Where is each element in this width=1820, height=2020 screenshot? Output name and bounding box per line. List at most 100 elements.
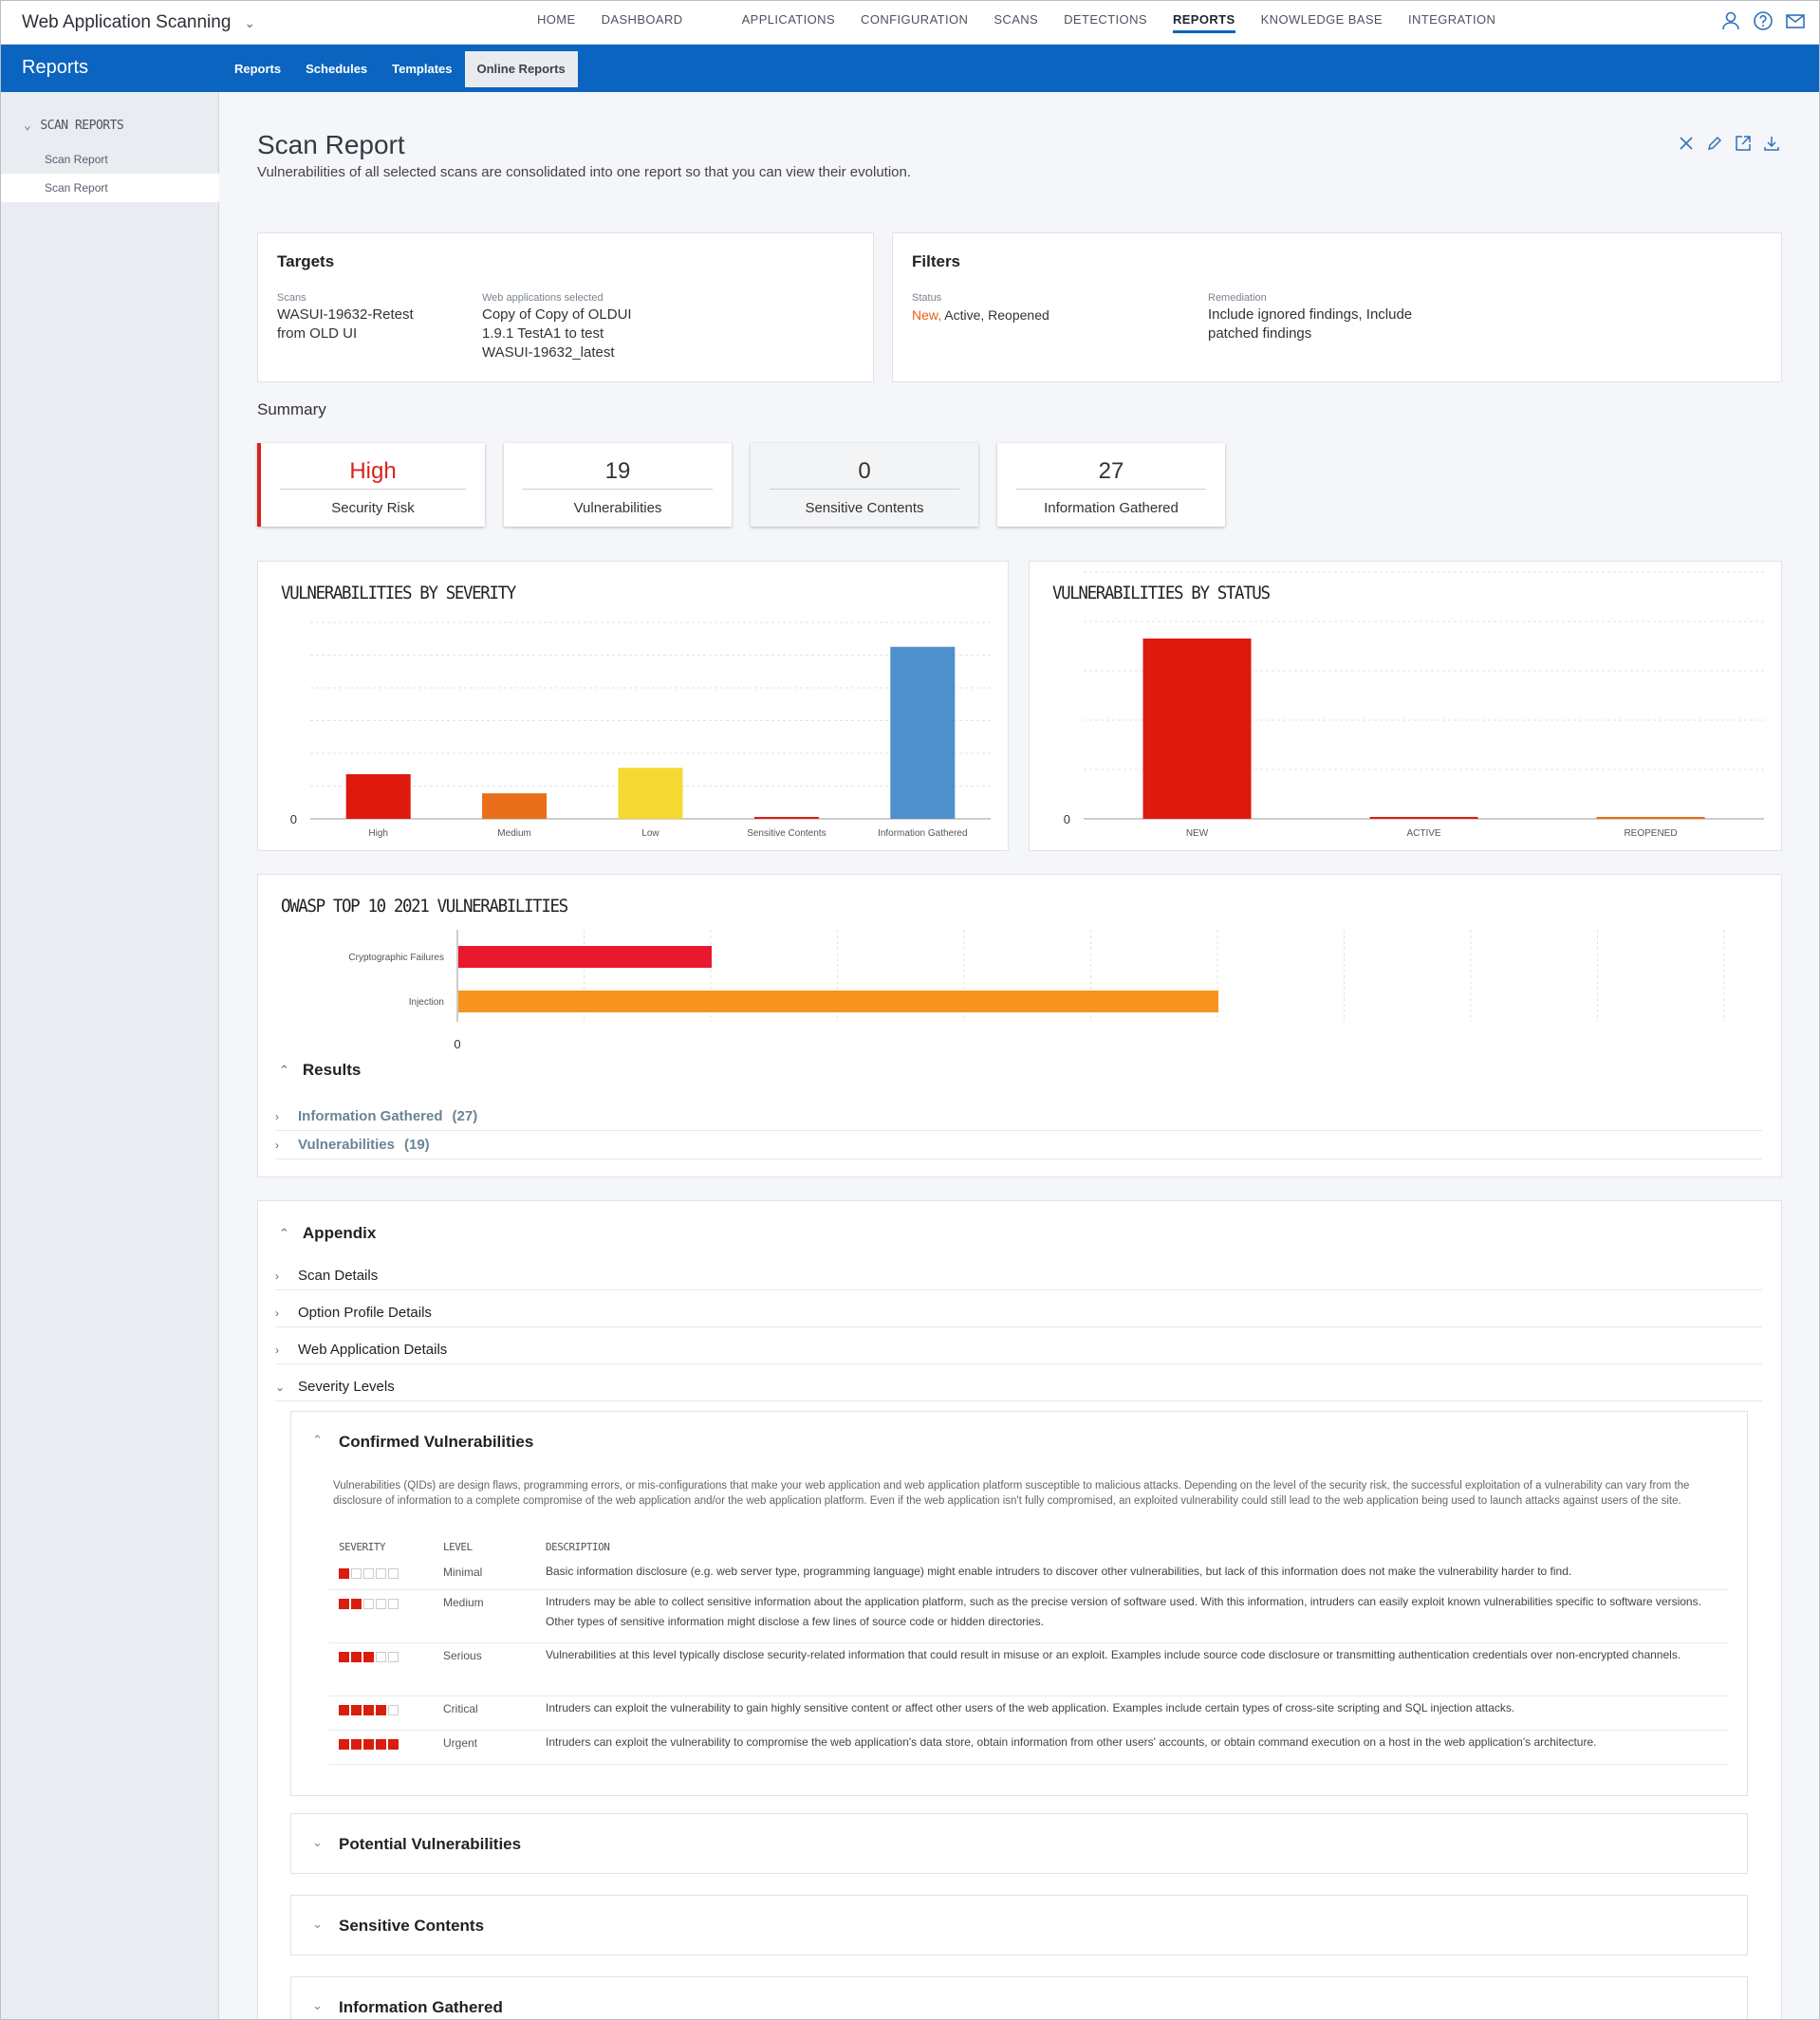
sensitive-title: Sensitive Contents xyxy=(339,1917,485,1935)
severity-row: Serious Vulnerabilities at this level typ… xyxy=(329,1643,1728,1696)
x-tick-label: High xyxy=(368,828,388,839)
confirmed-title[interactable]: Confirmed Vulnerabilities xyxy=(339,1433,534,1451)
chevron-down-double-icon: ⌄ xyxy=(312,1917,323,1931)
severity-square xyxy=(376,1705,386,1716)
summary-security-risk: High Security Risk xyxy=(257,443,485,527)
chevron-down-icon: ⌄ xyxy=(275,1380,286,1394)
user-icon[interactable] xyxy=(1720,10,1741,31)
nav-reports[interactable]: REPORTS xyxy=(1172,1,1235,45)
nav-scans[interactable]: SCANS xyxy=(994,12,1039,27)
results-item-count: (19) xyxy=(403,1137,430,1153)
x-tick-label: ACTIVE xyxy=(1406,828,1440,839)
targets-title: Targets xyxy=(277,252,335,270)
app-title: Web Application Scanning xyxy=(22,12,232,32)
results-header[interactable]: ⌃ Results xyxy=(279,1061,361,1080)
page-title: Scan Report xyxy=(257,130,405,159)
severity-square xyxy=(339,1568,349,1580)
summary-label: Summary xyxy=(257,400,326,418)
severity-chart-card: VULNERABILITIES BY SEVERITY 0 High Medium L… xyxy=(257,561,1009,851)
severity-square xyxy=(376,1739,386,1751)
nav-knowledge-base[interactable]: KNOWLEDGE BASE xyxy=(1260,12,1384,27)
potential-vulnerabilities-card[interactable]: ⌄ Potential Vulnerabilities xyxy=(290,1813,1748,1874)
appendix-header[interactable]: ⌃ Appendix xyxy=(279,1224,376,1243)
close-icon[interactable] xyxy=(1677,134,1696,153)
tab-reports[interactable]: Reports xyxy=(234,62,282,76)
download-icon[interactable] xyxy=(1762,134,1781,153)
results-item-information-gathered[interactable]: › Information Gathered (27) xyxy=(275,1103,1762,1131)
severity-description: Intruders can exploit the vulnerability … xyxy=(546,1701,1515,1714)
owasp-chart: 0 Cryptographic Failures Injection xyxy=(348,930,1725,1051)
severity-level-indicator xyxy=(339,1596,400,1613)
scans-value: WASUI-19632-Retest from OLD UI xyxy=(277,306,414,342)
severity-level: Urgent xyxy=(443,1736,478,1750)
nav-detections[interactable]: DETECTIONS xyxy=(1064,12,1147,27)
vulnerabilities-label: Vulnerabilities xyxy=(573,500,662,516)
sidebar-item-scan-report[interactable]: Scan Report xyxy=(45,153,108,166)
appendix-option-profile-details[interactable]: › Option Profile Details xyxy=(275,1299,1762,1327)
x-tick-label: Sensitive Contents xyxy=(747,828,826,839)
appendix-item-label: Web Application Details xyxy=(298,1342,448,1358)
nav-configuration[interactable]: CONFIGURATION xyxy=(861,12,969,27)
sidebar-item-scan-report-selected[interactable]: Scan Report xyxy=(1,174,219,202)
tab-templates[interactable]: Templates xyxy=(392,62,453,76)
app-switcher[interactable]: Web Application Scanning ⌄ xyxy=(22,12,255,33)
report-content: Scan Report Vulnerabilities of all selec… xyxy=(219,92,1819,2019)
y-tick-label: Injection xyxy=(409,997,444,1008)
severity-chart-title: VULNERABILITIES BY SEVERITY xyxy=(281,583,516,603)
status-label: Status xyxy=(912,292,942,304)
severity-square xyxy=(388,1568,399,1580)
chevron-up-double-icon[interactable]: ⌃ xyxy=(312,1433,323,1447)
severity-square xyxy=(388,1599,399,1610)
summary-information-gathered: 27 Information Gathered xyxy=(997,443,1225,527)
status-value: New, Active, Reopened xyxy=(912,306,1049,324)
open-external-icon[interactable] xyxy=(1734,134,1753,153)
severity-square xyxy=(363,1652,374,1663)
information-gathered-card[interactable]: ⌄ Information Gathered xyxy=(290,1976,1748,2019)
severity-level-indicator xyxy=(339,1649,400,1666)
bar-information-gathered xyxy=(890,646,956,819)
appendix-severity-levels[interactable]: ⌄ Severity Levels xyxy=(275,1373,1762,1401)
bar-sensitive-contents xyxy=(753,817,819,819)
nav-integration[interactable]: INTEGRATION xyxy=(1408,12,1496,27)
sensitive-contents-value: 0 xyxy=(770,458,959,490)
severity-square xyxy=(339,1599,349,1610)
help-icon[interactable] xyxy=(1753,10,1774,31)
chevron-down-icon: ⌄ xyxy=(244,14,256,30)
col-description: DESCRIPTION xyxy=(546,1541,610,1553)
targets-card: Targets Scans WASUI-19632-Retest from OL… xyxy=(257,232,874,382)
bar-low xyxy=(618,768,683,819)
appendix-scan-details[interactable]: › Scan Details xyxy=(275,1262,1762,1290)
status-chart-card: VULNERABILITIES BY STATUS 0 NEW ACTIVE REOP… xyxy=(1029,561,1782,851)
severity-level: Critical xyxy=(443,1702,478,1715)
nav-applications[interactable]: APPLICATIONS xyxy=(741,12,836,27)
nav-dashboard[interactable]: DASHBOARD xyxy=(601,12,683,27)
severity-description: Vulnerabilities at this level typically … xyxy=(546,1648,1681,1661)
summary-vulnerabilities: 19 Vulnerabilities xyxy=(504,443,732,527)
report-actions xyxy=(1677,134,1781,153)
sidebar-group-scan-reports[interactable]: ⌄ SCAN REPORTS xyxy=(24,119,124,133)
severity-level-indicator xyxy=(339,1566,400,1583)
severity-row: Urgent Intruders can exploit the vulnerab… xyxy=(329,1731,1728,1765)
information-gathered-label: Information Gathered xyxy=(1044,500,1179,516)
appendix-item-label: Severity Levels xyxy=(298,1379,395,1395)
chevron-right-icon: › xyxy=(275,1109,279,1123)
main-menu: HOME DASHBOARD APPLICATIONS CONFIGURATIO… xyxy=(537,1,1521,45)
results-item-vulnerabilities[interactable]: › Vulnerabilities (19) xyxy=(275,1131,1762,1159)
bar-cryptographic-failures xyxy=(458,946,712,968)
summary-sensitive-contents: 0 Sensitive Contents xyxy=(751,443,978,527)
results-item-label: Information Gathered xyxy=(298,1108,443,1124)
webapps-label: Web applications selected xyxy=(482,292,604,304)
appendix-item-label: Scan Details xyxy=(298,1268,379,1284)
severity-square xyxy=(351,1739,362,1751)
edit-icon[interactable] xyxy=(1705,134,1724,153)
severity-level: Medium xyxy=(443,1596,484,1609)
appendix-web-application-details[interactable]: › Web Application Details xyxy=(275,1336,1762,1364)
tab-schedules[interactable]: Schedules xyxy=(306,62,368,76)
mail-icon[interactable] xyxy=(1785,10,1806,31)
nav-home[interactable]: HOME xyxy=(537,12,576,27)
filters-title: Filters xyxy=(912,252,961,270)
x-tick-label: 0 xyxy=(454,1037,460,1051)
tab-online-reports[interactable]: Online Reports xyxy=(464,51,578,87)
chevron-right-icon: › xyxy=(275,1343,279,1357)
sensitive-contents-card[interactable]: ⌄ Sensitive Contents xyxy=(290,1895,1748,1955)
